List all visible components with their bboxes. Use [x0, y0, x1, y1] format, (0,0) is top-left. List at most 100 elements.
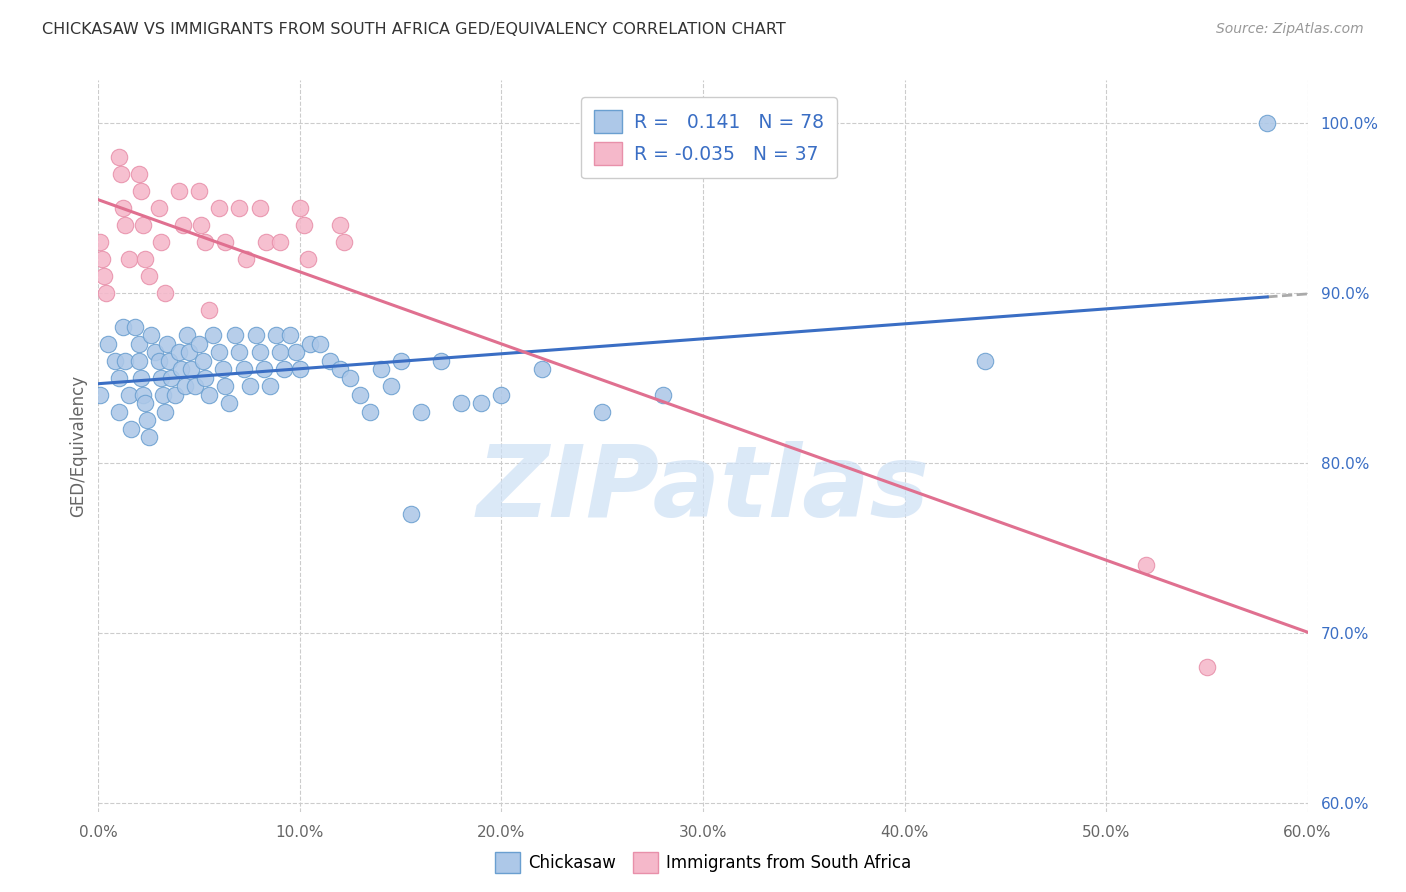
Point — [91, 252, 114, 266]
Text: ZIPatlas: ZIPatlas — [477, 442, 929, 539]
Point — [179, 345, 201, 359]
Point — [111, 201, 134, 215]
Point — [269, 235, 291, 249]
Point — [297, 252, 319, 266]
Point — [148, 354, 170, 368]
Point — [124, 320, 146, 334]
Point — [253, 362, 276, 376]
Point — [93, 268, 115, 283]
Point — [118, 388, 141, 402]
Point — [370, 362, 392, 376]
Point — [107, 371, 129, 385]
Point — [135, 413, 157, 427]
Point — [172, 218, 194, 232]
Point — [188, 337, 211, 351]
Point — [167, 184, 190, 198]
Point — [1195, 660, 1218, 674]
Point — [214, 379, 236, 393]
Point — [193, 354, 215, 368]
Point — [339, 371, 361, 385]
Point — [128, 167, 150, 181]
Point — [149, 371, 172, 385]
Point — [491, 388, 513, 402]
Point — [430, 354, 453, 368]
Point — [259, 379, 281, 393]
Point — [228, 201, 250, 215]
Point — [239, 379, 262, 393]
Text: Source: ZipAtlas.com: Source: ZipAtlas.com — [1216, 22, 1364, 37]
Point — [103, 354, 125, 368]
Point — [188, 184, 211, 198]
Point — [651, 388, 673, 402]
Point — [228, 345, 250, 359]
Point — [132, 388, 155, 402]
Point — [349, 388, 371, 402]
Point — [110, 167, 132, 181]
Point — [329, 362, 352, 376]
Point — [1256, 116, 1278, 130]
Point — [184, 379, 207, 393]
Point — [450, 396, 472, 410]
Point — [198, 302, 221, 317]
Point — [114, 354, 136, 368]
Point — [214, 235, 236, 249]
Point — [288, 201, 311, 215]
Point — [114, 218, 136, 232]
Point — [409, 405, 432, 419]
Point — [149, 235, 172, 249]
Point — [269, 345, 291, 359]
Point — [309, 337, 332, 351]
Point — [278, 328, 301, 343]
Point — [212, 362, 235, 376]
Point — [129, 371, 152, 385]
Point — [163, 388, 186, 402]
Point — [249, 201, 271, 215]
Point — [89, 235, 111, 249]
Point — [153, 405, 176, 419]
Point — [235, 252, 257, 266]
Point — [264, 328, 287, 343]
Point — [128, 337, 150, 351]
Point — [218, 396, 240, 410]
Point — [170, 362, 193, 376]
Point — [176, 328, 198, 343]
Point — [180, 362, 202, 376]
Text: CHICKASAW VS IMMIGRANTS FROM SOUTH AFRICA GED/EQUIVALENCY CORRELATION CHART: CHICKASAW VS IMMIGRANTS FROM SOUTH AFRIC… — [42, 22, 786, 37]
Point — [174, 379, 197, 393]
Point — [319, 354, 342, 368]
Point — [160, 371, 183, 385]
Point — [152, 388, 174, 402]
Point — [167, 345, 190, 359]
Point — [974, 354, 997, 368]
Point — [96, 285, 118, 300]
Point — [111, 320, 134, 334]
Point — [208, 201, 231, 215]
Point — [389, 354, 412, 368]
Point — [138, 430, 160, 444]
Point — [107, 150, 129, 164]
Point — [198, 388, 221, 402]
Point — [128, 354, 150, 368]
Point — [120, 422, 142, 436]
Point — [591, 405, 613, 419]
Point — [284, 345, 307, 359]
Point — [249, 345, 271, 359]
Point — [273, 362, 295, 376]
Point — [107, 405, 129, 419]
Legend: Chickasaw, Immigrants from South Africa: Chickasaw, Immigrants from South Africa — [488, 846, 918, 880]
Point — [232, 362, 254, 376]
Point — [194, 235, 217, 249]
Point — [470, 396, 492, 410]
Point — [292, 218, 315, 232]
Point — [360, 405, 382, 419]
Legend: R =   0.141   N = 78, R = -0.035   N = 37: R = 0.141 N = 78, R = -0.035 N = 37 — [581, 97, 837, 178]
Point — [288, 362, 311, 376]
Point — [299, 337, 322, 351]
Point — [380, 379, 402, 393]
Point — [190, 218, 212, 232]
Point — [132, 218, 155, 232]
Point — [399, 507, 422, 521]
Point — [153, 285, 176, 300]
Point — [138, 268, 160, 283]
Point — [245, 328, 267, 343]
